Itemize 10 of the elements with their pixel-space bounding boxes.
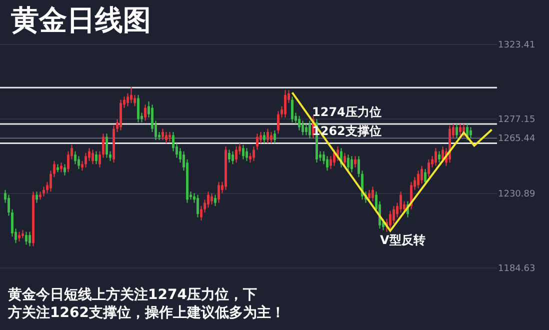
line-series bbox=[291, 92, 493, 232]
y-tick-label: 1277.15 bbox=[498, 115, 536, 126]
annotation: 黄金今日短线上方关注1274压力位，下方关注1262支撑位，操作上建议低多为主！ bbox=[7, 286, 285, 322]
ref-line-label: 1274压力位 bbox=[312, 105, 382, 119]
y-tick-label: 1323.41 bbox=[498, 40, 536, 51]
y-tick-label: 1265.44 bbox=[498, 134, 536, 144]
y-tick-label: 1230.89 bbox=[498, 190, 536, 200]
y-tick-label: 1184.63 bbox=[498, 264, 536, 274]
annotation: V型反转 bbox=[380, 233, 426, 247]
chart-title: 黄金日线图 bbox=[10, 4, 151, 36]
